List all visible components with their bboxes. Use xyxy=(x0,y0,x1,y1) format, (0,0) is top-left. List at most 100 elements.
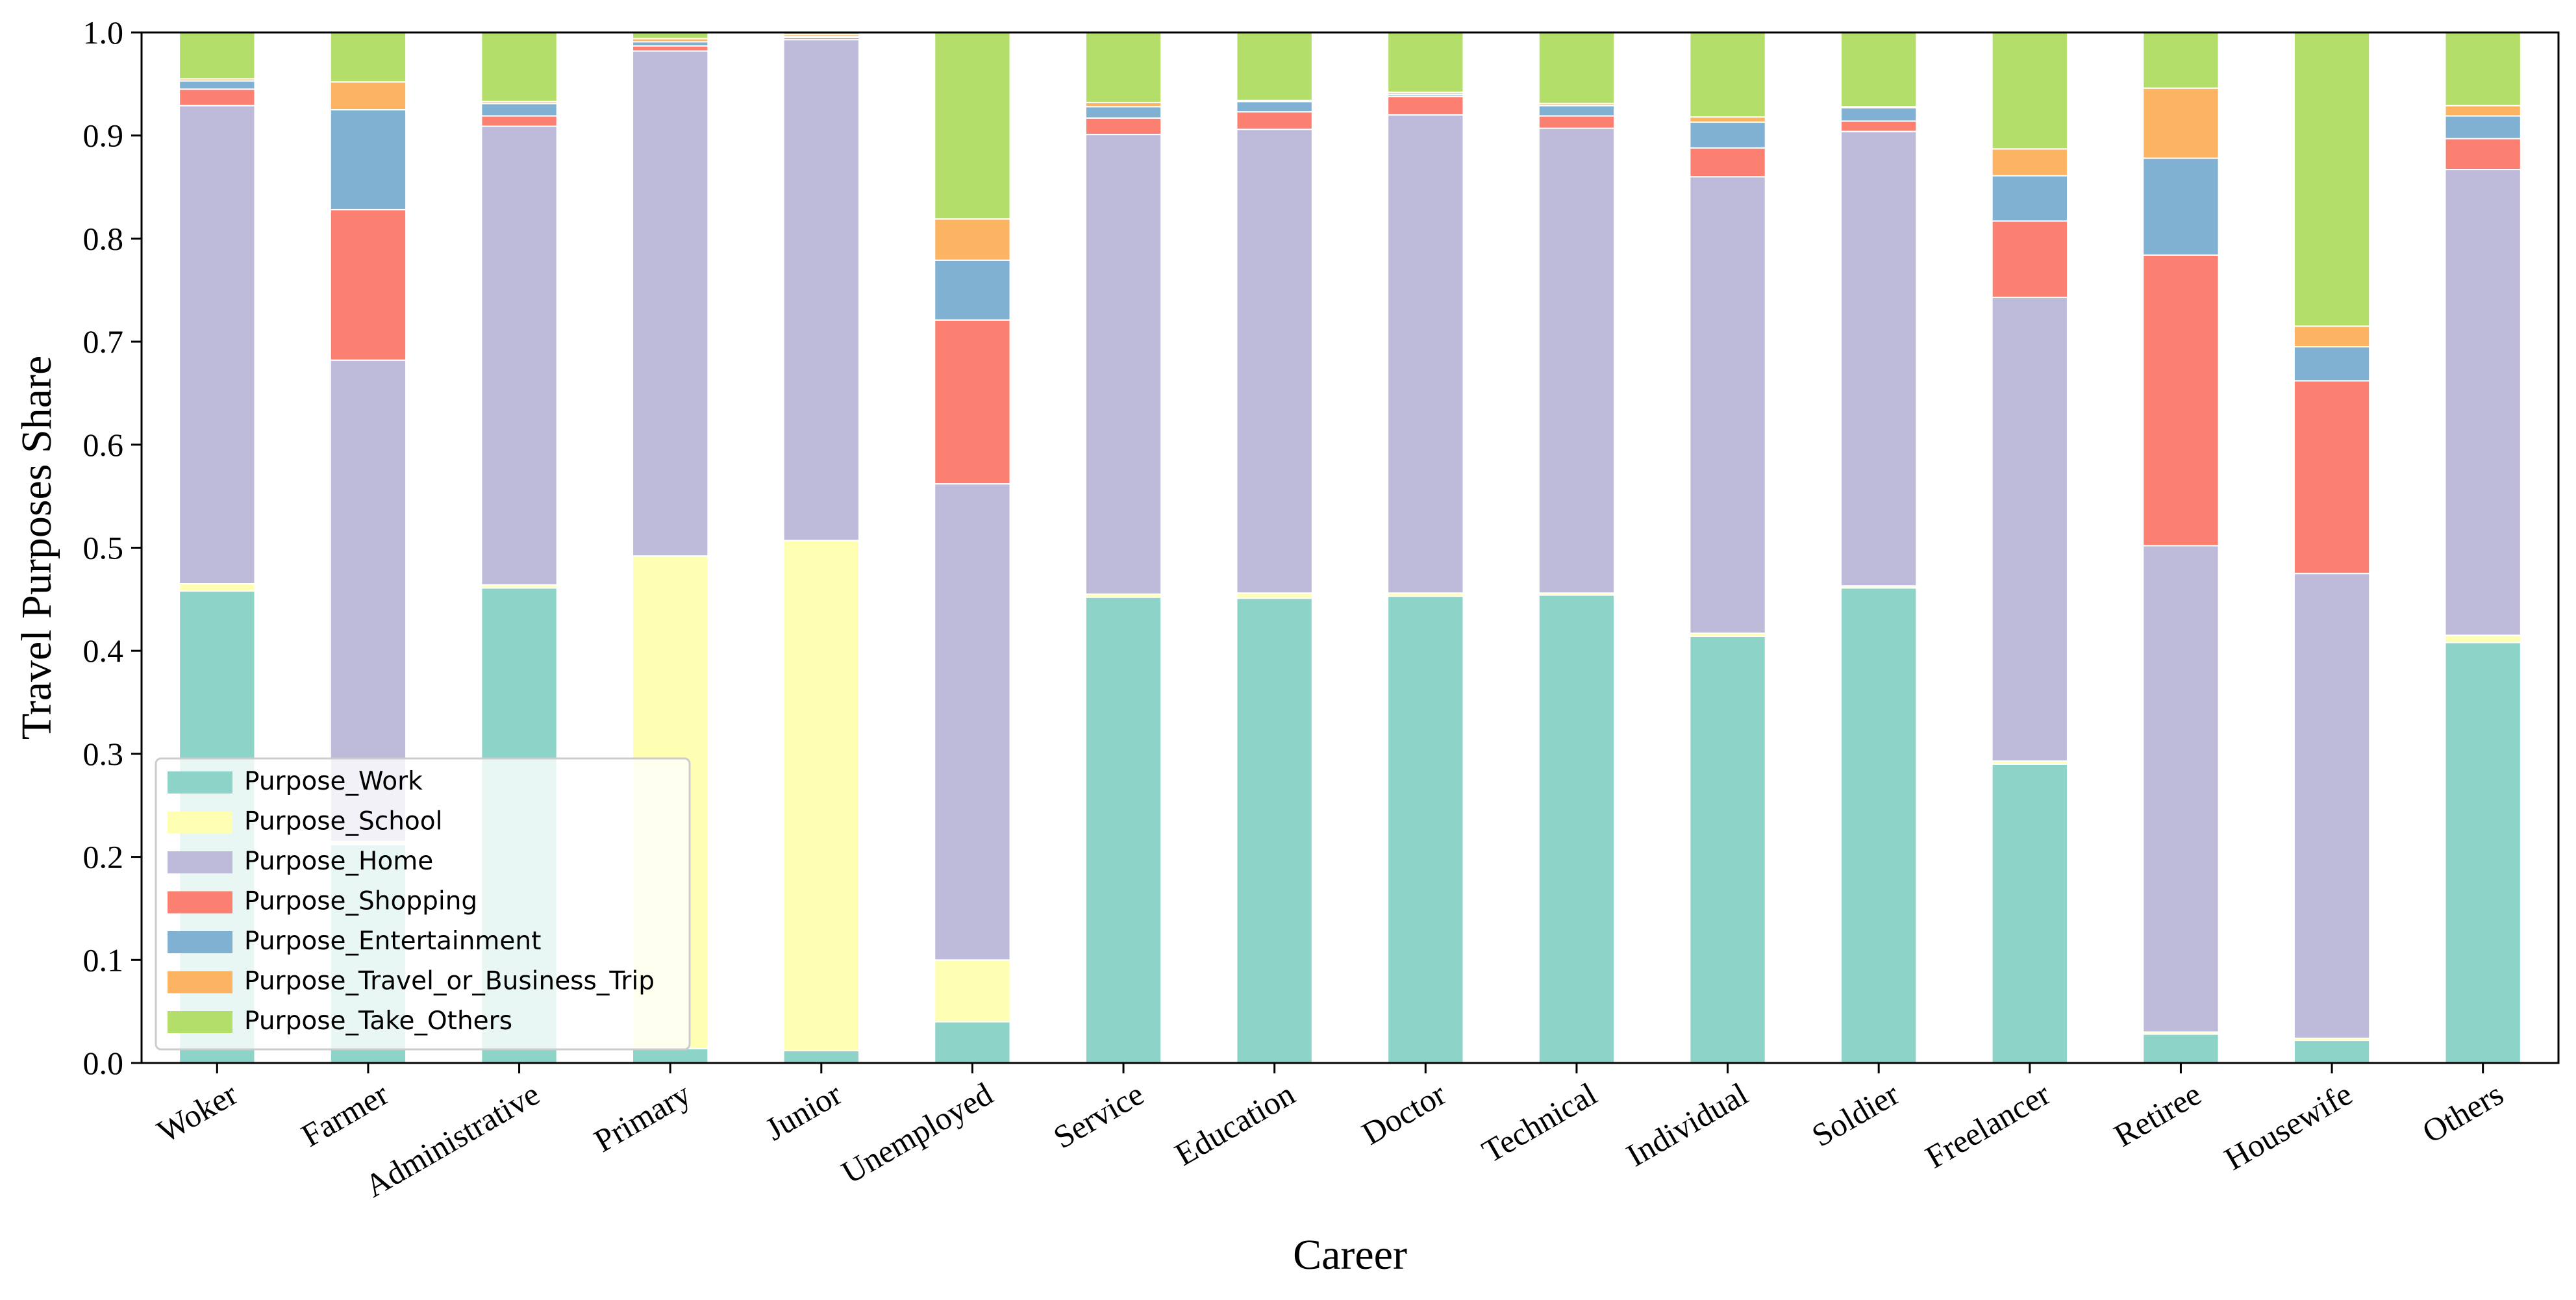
x-tick-label: Soldier xyxy=(1806,1075,1905,1154)
x-tick-label: Others xyxy=(2416,1075,2509,1150)
x-tick-label: Woker xyxy=(151,1075,244,1150)
legend-label: Purpose_Home xyxy=(244,847,433,876)
bar-segment xyxy=(1538,594,1616,1064)
bar-segment xyxy=(2444,115,2521,140)
bar-segment xyxy=(1840,120,1918,132)
bar-segment xyxy=(1538,32,1616,105)
bar-segment xyxy=(179,32,256,80)
y-tick-label: 0.0 xyxy=(83,1045,124,1081)
legend-swatch xyxy=(168,891,232,914)
bar-segment xyxy=(1991,175,2068,222)
bar-segment xyxy=(2293,325,2371,348)
y-tick-label: 0.2 xyxy=(83,839,124,875)
bar-segment xyxy=(179,105,256,585)
x-tick-label: Unemployed xyxy=(835,1075,999,1191)
bar-segment xyxy=(934,32,1011,220)
bar-segment xyxy=(329,32,407,83)
bars-layer xyxy=(179,32,2521,1064)
bar-segment xyxy=(1387,595,1464,1064)
bar-segment xyxy=(481,125,558,586)
bar-segment xyxy=(1084,117,1162,136)
bar-segment xyxy=(782,1049,860,1064)
bar-segment xyxy=(1236,592,1313,599)
bar-segment xyxy=(1689,121,1766,149)
bar-segment xyxy=(1689,32,1766,118)
x-axis-title: Career xyxy=(1293,1231,1407,1279)
y-tick-label: 0.8 xyxy=(83,220,124,256)
bar-segment xyxy=(2142,1033,2220,1064)
bar-segment xyxy=(1991,763,2068,1064)
bar-segment xyxy=(1689,147,1766,178)
bar-segment xyxy=(1991,32,2068,150)
legend-swatch xyxy=(168,851,232,873)
bar-segment xyxy=(934,259,1011,321)
bar-segment xyxy=(2142,87,2220,159)
bar-segment xyxy=(1991,296,2068,762)
bar-segment xyxy=(179,88,256,106)
bar-segment xyxy=(2142,254,2220,547)
legend-swatch xyxy=(168,811,232,834)
bar-segment xyxy=(1840,32,1918,108)
bar-segment xyxy=(329,81,407,111)
bar-segment xyxy=(782,540,860,1051)
legend: Purpose_Work Purpose_School Purpose_Home Pu… xyxy=(155,757,691,1051)
bar-segment xyxy=(934,218,1011,261)
legend-swatch xyxy=(168,771,232,794)
bar-segment xyxy=(1689,116,1766,123)
bar-segment xyxy=(934,483,1011,961)
bar-segment xyxy=(2142,157,2220,256)
bar-segment xyxy=(782,39,860,542)
bar-segment xyxy=(1236,597,1313,1064)
x-tick-label: Junior xyxy=(759,1075,848,1147)
bar-segment xyxy=(2293,573,2371,1039)
legend-swatch xyxy=(168,1011,232,1033)
bar-segment xyxy=(2142,545,2220,1033)
y-axis: 0.0 0.1 0.2 0.3 0.4 0.5 0.6 0.7 0.8 0.9 1.0 xyxy=(83,14,142,1081)
bar-segment xyxy=(2444,634,2521,644)
bar-segment xyxy=(1991,148,2068,177)
y-tick-label: 0.5 xyxy=(83,530,124,566)
bar-segment xyxy=(2293,346,2371,382)
bar-segment xyxy=(481,103,558,117)
legend-swatch xyxy=(168,931,232,953)
bar-segment xyxy=(481,115,558,127)
bar-segment xyxy=(632,1047,709,1064)
bar-segment xyxy=(1387,114,1464,594)
y-tick-label: 1.0 xyxy=(83,14,124,51)
x-tick-label: Education xyxy=(1169,1075,1301,1173)
bar-segment xyxy=(1084,106,1162,119)
bar-segment xyxy=(1538,105,1616,117)
bar-segment xyxy=(632,50,709,557)
bar-segment xyxy=(632,45,709,52)
x-tick-label: Freelancer xyxy=(1919,1075,2057,1175)
bar-segment xyxy=(1538,127,1616,594)
legend-label: Purpose_Entertainment xyxy=(244,927,541,956)
bar-segment xyxy=(1084,134,1162,595)
x-tick-label: Individual xyxy=(1620,1075,1754,1173)
bar-segment xyxy=(2142,32,2220,89)
bar-segment xyxy=(481,32,558,103)
bar-segment xyxy=(2444,138,2521,171)
bar-segment xyxy=(2293,1040,2371,1064)
legend-label: Purpose_Work xyxy=(244,767,423,796)
legend-box xyxy=(155,757,691,1051)
x-tick-label: Housewife xyxy=(2218,1075,2358,1177)
bar-segment xyxy=(1840,106,1918,122)
bar-segment xyxy=(1236,32,1313,101)
bar-segment xyxy=(329,208,407,361)
legend-label: Purpose_Take_Others xyxy=(244,1006,512,1036)
bar-segment xyxy=(179,80,256,90)
y-axis-title: Travel Purposes Share xyxy=(13,356,60,740)
bar-segment xyxy=(934,1021,1011,1064)
bar-segment xyxy=(1084,32,1162,103)
bar-segment xyxy=(1084,596,1162,1064)
bar-segment xyxy=(934,319,1011,485)
y-tick-label: 0.9 xyxy=(83,118,124,154)
bar-segment xyxy=(1840,587,1918,1064)
y-tick-label: 0.4 xyxy=(83,632,124,669)
bar-segment xyxy=(1236,101,1313,113)
y-tick-label: 0.6 xyxy=(83,427,124,463)
x-tick-label: Doctor xyxy=(1356,1075,1453,1152)
